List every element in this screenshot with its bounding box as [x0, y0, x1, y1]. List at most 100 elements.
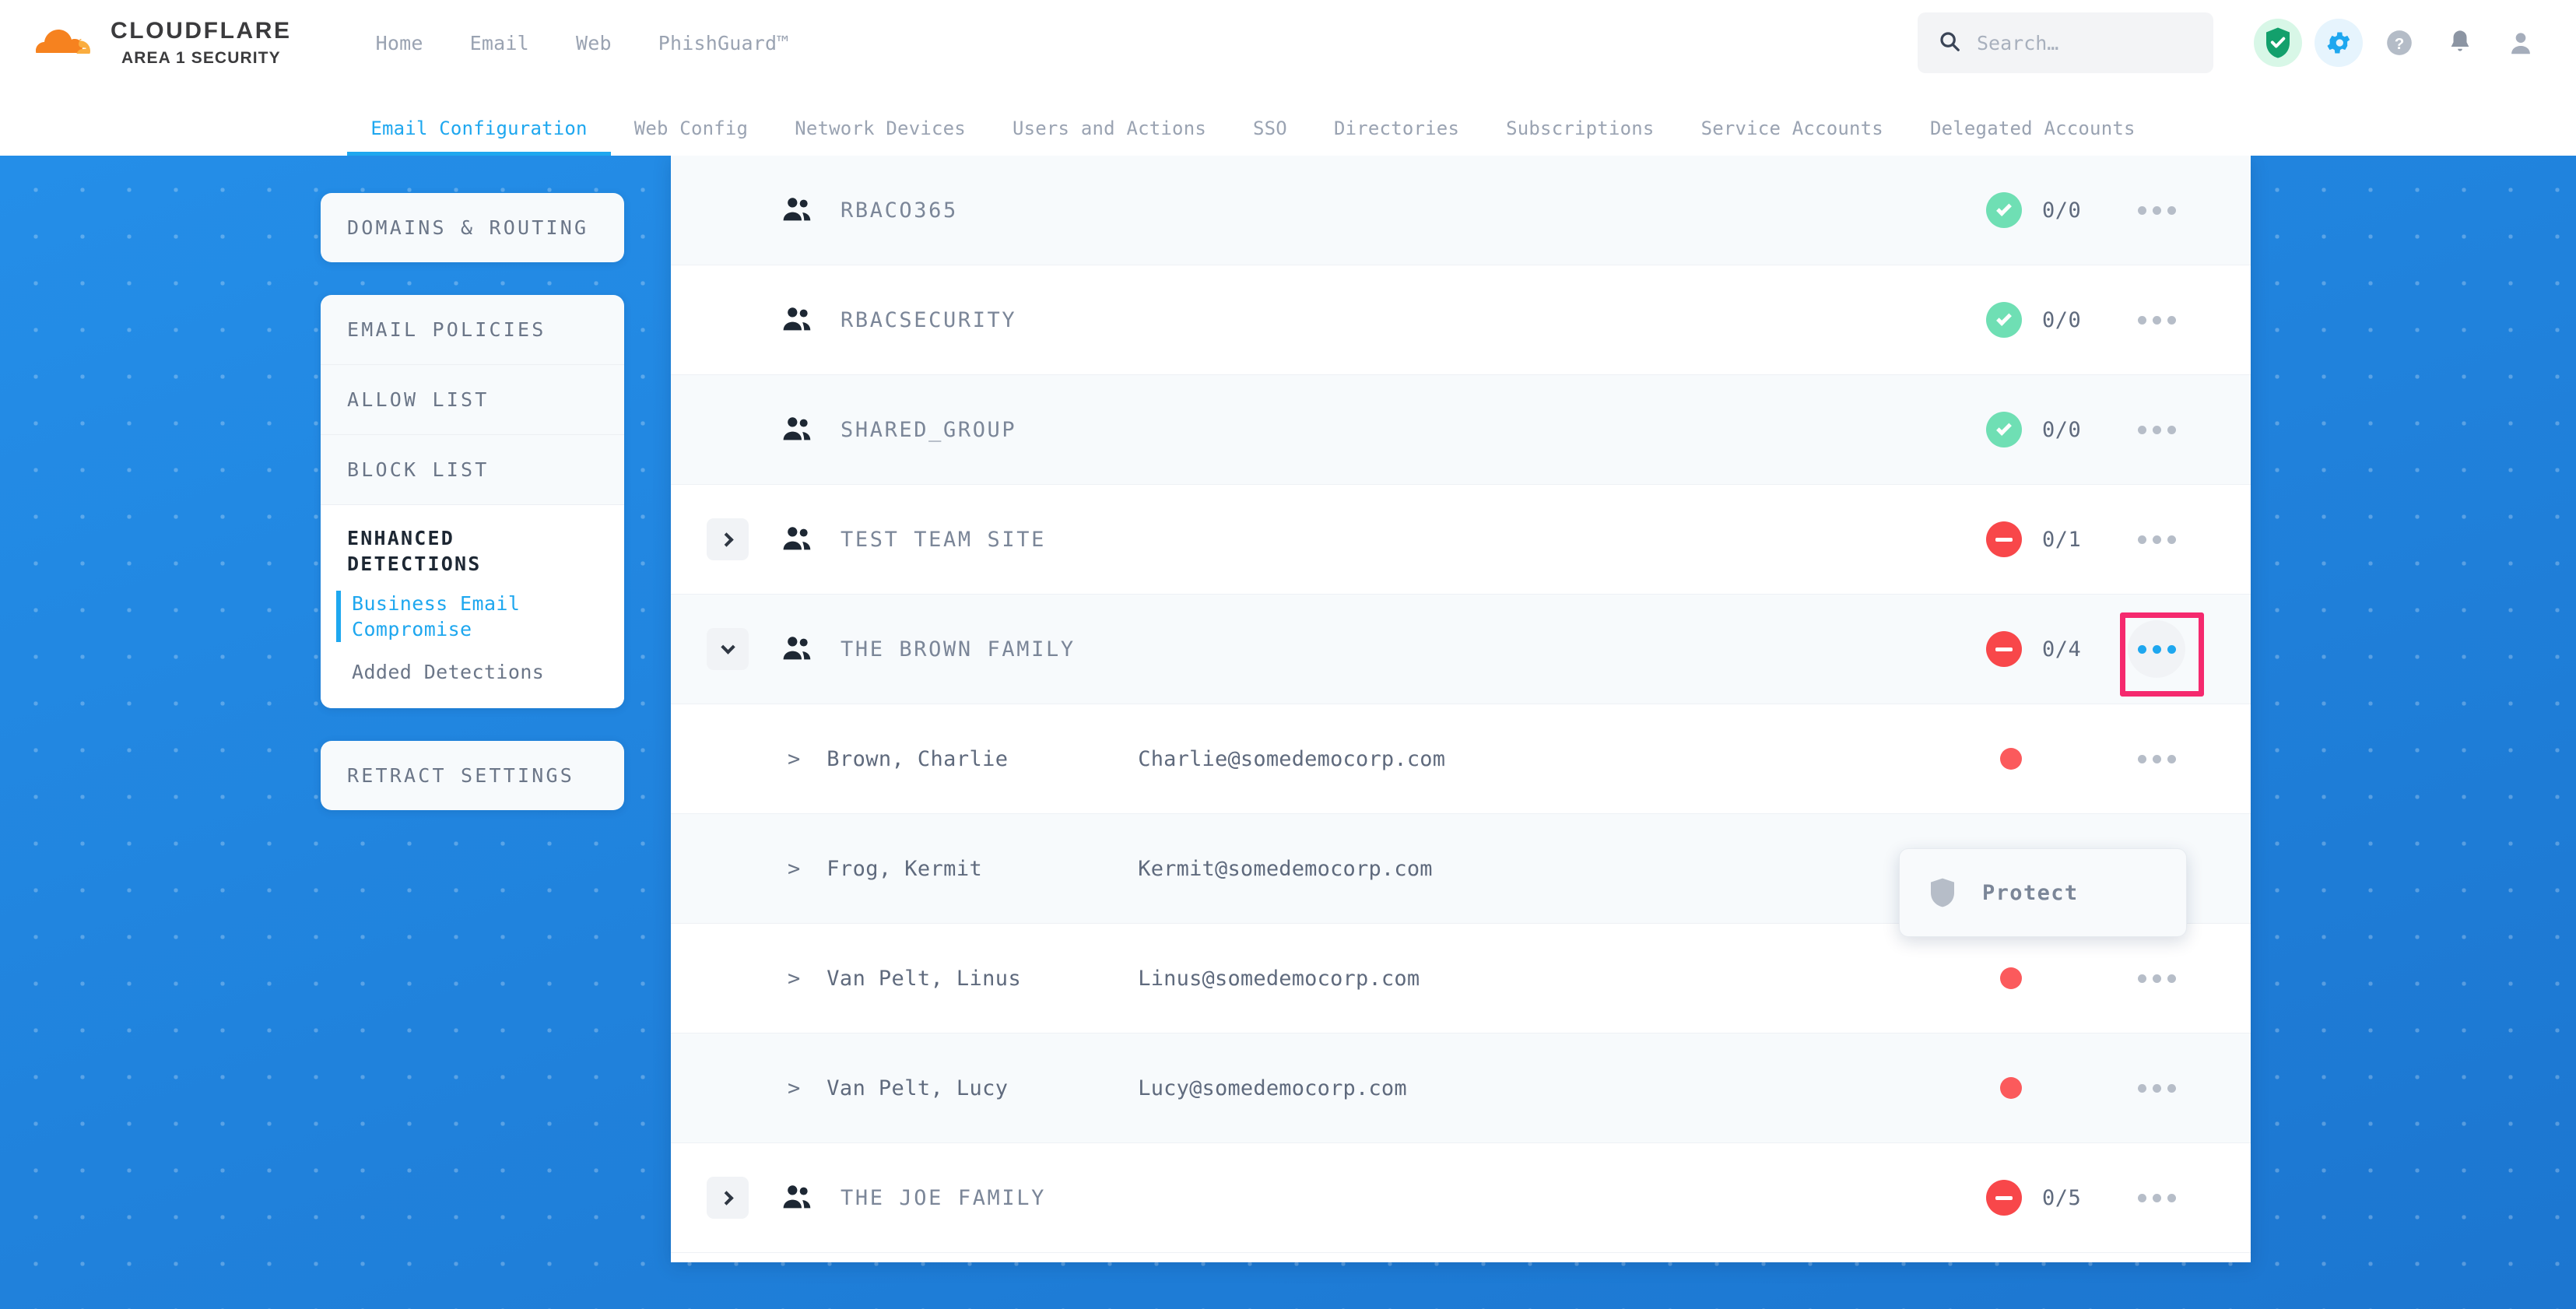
tab-directories[interactable]: Directories	[1333, 118, 1460, 139]
people-group-icon	[780, 195, 816, 226]
more-options-icon[interactable]	[2128, 401, 2185, 458]
chevron-right-icon[interactable]	[707, 1177, 749, 1219]
sidebar-item-domains-routing[interactable]: DOMAINS & ROUTING	[347, 216, 589, 239]
enhanced-detections-group: ENHANCED DETECTIONS Business Email Compr…	[321, 505, 624, 708]
status-badge	[1986, 192, 2022, 228]
table-row[interactable]: RBACO365 0/0	[671, 156, 2251, 265]
enhanced-detections-title: ENHANCED DETECTIONS	[347, 527, 482, 575]
secondary-navigation: Email Configuration Web Config Network D…	[0, 86, 2576, 156]
group-name: THE BROWN FAMILY	[841, 637, 1076, 662]
nav-web[interactable]: Web	[575, 31, 612, 54]
groups-table: RBACO365 0/0 RBACSECURITY 0/0 SHARED_GRO…	[671, 156, 2251, 1262]
status-badge	[2000, 967, 2022, 989]
nav-phishguard[interactable]: PhishGuard™	[658, 31, 789, 54]
status-badge	[1986, 521, 2022, 557]
sidebar-item-retract-settings[interactable]: RETRACT SETTINGS	[347, 764, 575, 787]
group-name: SHARED_GROUP	[841, 417, 1017, 442]
tab-users-and-actions[interactable]: Users and Actions	[1012, 118, 1206, 139]
bell-icon[interactable]	[2436, 19, 2484, 67]
user-email: Kermit@somedemocorp.com	[1138, 856, 1433, 881]
brand-logo[interactable]: CLOUDFLARE AREA 1 SECURITY	[33, 19, 292, 66]
chevron-down-icon[interactable]	[707, 628, 749, 670]
search-box[interactable]	[1918, 12, 2213, 73]
protected-count: 0/0	[2042, 307, 2082, 332]
tab-subscriptions[interactable]: Subscriptions	[1506, 118, 1655, 139]
more-options-icon[interactable]	[2128, 949, 2185, 1007]
left-sidebar: DOMAINS & ROUTING EMAIL POLICIES ALLOW L…	[321, 193, 624, 843]
brand-subtitle: AREA 1 SECURITY	[121, 49, 281, 67]
list-item[interactable]: > Van Pelt, Lucy Lucy@somedemocorp.com	[671, 1034, 2251, 1143]
sidebar-item-email-policies[interactable]: EMAIL POLICIES	[321, 295, 624, 365]
more-options-icon[interactable]	[2128, 291, 2185, 349]
user-name: Frog, Kermit	[826, 856, 983, 881]
expand-caret-icon[interactable]: >	[788, 1076, 801, 1100]
user-name: Van Pelt, Lucy	[826, 1076, 1009, 1100]
shield-check-icon[interactable]	[2254, 19, 2302, 67]
chevron-right-icon[interactable]	[707, 518, 749, 560]
panel-email-policies: EMAIL POLICIES ALLOW LIST BLOCK LIST ENH…	[321, 295, 624, 708]
tab-service-accounts[interactable]: Service Accounts	[1700, 118, 1883, 139]
brand-title: CLOUDFLARE	[111, 18, 292, 44]
tab-delegated-accounts[interactable]: Delegated Accounts	[1929, 118, 2136, 139]
people-group-icon	[780, 414, 816, 445]
more-options-icon[interactable]	[2128, 181, 2185, 239]
tab-sso[interactable]: SSO	[1253, 118, 1287, 139]
table-row[interactable]: THE JOE FAMILY 0/5	[671, 1143, 2251, 1253]
status-badge	[1986, 302, 2022, 338]
nav-home[interactable]: Home	[375, 31, 423, 54]
tab-network-devices[interactable]: Network Devices	[795, 118, 966, 139]
search-input[interactable]	[1977, 31, 2193, 54]
user-email: Lucy@somedemocorp.com	[1138, 1076, 1407, 1100]
group-name: RBACO365	[841, 198, 958, 223]
menu-item-protect[interactable]: Protect	[1982, 880, 2079, 905]
expand-caret-icon[interactable]: >	[788, 746, 801, 771]
table-row[interactable]: TEST TEAM SITE 0/1	[671, 485, 2251, 595]
sidebar-item-allow-list[interactable]: ALLOW LIST	[321, 365, 624, 435]
search-icon	[1938, 30, 1961, 56]
protected-count: 0/4	[2042, 637, 2082, 662]
panel-domains-routing: DOMAINS & ROUTING	[321, 193, 624, 262]
more-options-icon[interactable]	[2128, 511, 2185, 568]
user-email: Linus@somedemocorp.com	[1138, 966, 1420, 991]
list-item[interactable]: > Van Pelt, Linus Linus@somedemocorp.com	[671, 924, 2251, 1034]
more-options-icon[interactable]	[2128, 1169, 2185, 1227]
panel-retract-settings: RETRACT SETTINGS	[321, 741, 624, 810]
nav-email[interactable]: Email	[469, 31, 529, 54]
account-icon[interactable]	[2497, 19, 2545, 67]
help-icon[interactable]: ?	[2375, 19, 2423, 67]
protected-count: 0/0	[2042, 417, 2082, 442]
more-options-icon[interactable]	[2128, 730, 2185, 788]
sidebar-item-business-email-compromise[interactable]: Business Email Compromise	[336, 591, 598, 642]
sidebar-item-block-list[interactable]: BLOCK LIST	[321, 435, 624, 505]
people-group-icon	[780, 304, 816, 335]
table-row[interactable]: SHARED_GROUP 0/0	[671, 375, 2251, 485]
expand-caret-icon[interactable]: >	[788, 966, 801, 991]
people-group-icon	[780, 524, 816, 555]
table-row[interactable]: THE BROWN FAMILY 0/4	[671, 595, 2251, 704]
top-navigation-bar: CLOUDFLARE AREA 1 SECURITY Home Email We…	[0, 0, 2576, 86]
table-row[interactable]: RBACSECURITY 0/0	[671, 265, 2251, 375]
group-name: THE JOE FAMILY	[841, 1185, 1046, 1210]
more-options-icon-the-brown-family[interactable]	[2120, 612, 2204, 697]
expand-caret-icon[interactable]: >	[788, 856, 801, 881]
protected-count: 0/0	[2042, 198, 2082, 223]
primary-nav-links: Home Email Web PhishGuard™	[353, 24, 812, 62]
more-options-icon[interactable]	[2128, 1059, 2185, 1117]
tab-web-config[interactable]: Web Config	[633, 118, 749, 139]
people-group-icon	[780, 633, 816, 665]
status-badge	[2000, 1077, 2022, 1099]
status-badge	[1986, 412, 2022, 447]
tab-email-configuration[interactable]: Email Configuration	[347, 118, 611, 156]
svg-text:?: ?	[2395, 35, 2405, 53]
user-email: Charlie@somedemocorp.com	[1138, 746, 1446, 771]
group-name: RBACSECURITY	[841, 307, 1017, 332]
top-nav-actions: ?	[1918, 12, 2545, 73]
gear-icon[interactable]	[2315, 19, 2363, 67]
sidebar-item-added-detections[interactable]: Added Detections	[352, 661, 545, 683]
user-name: Brown, Charlie	[826, 746, 1009, 771]
people-group-icon	[780, 1182, 816, 1213]
status-badge	[1986, 631, 2022, 667]
status-badge	[1986, 1180, 2022, 1216]
list-item[interactable]: > Brown, Charlie Charlie@somedemocorp.co…	[671, 704, 2251, 814]
group-name: TEST TEAM SITE	[841, 527, 1046, 552]
